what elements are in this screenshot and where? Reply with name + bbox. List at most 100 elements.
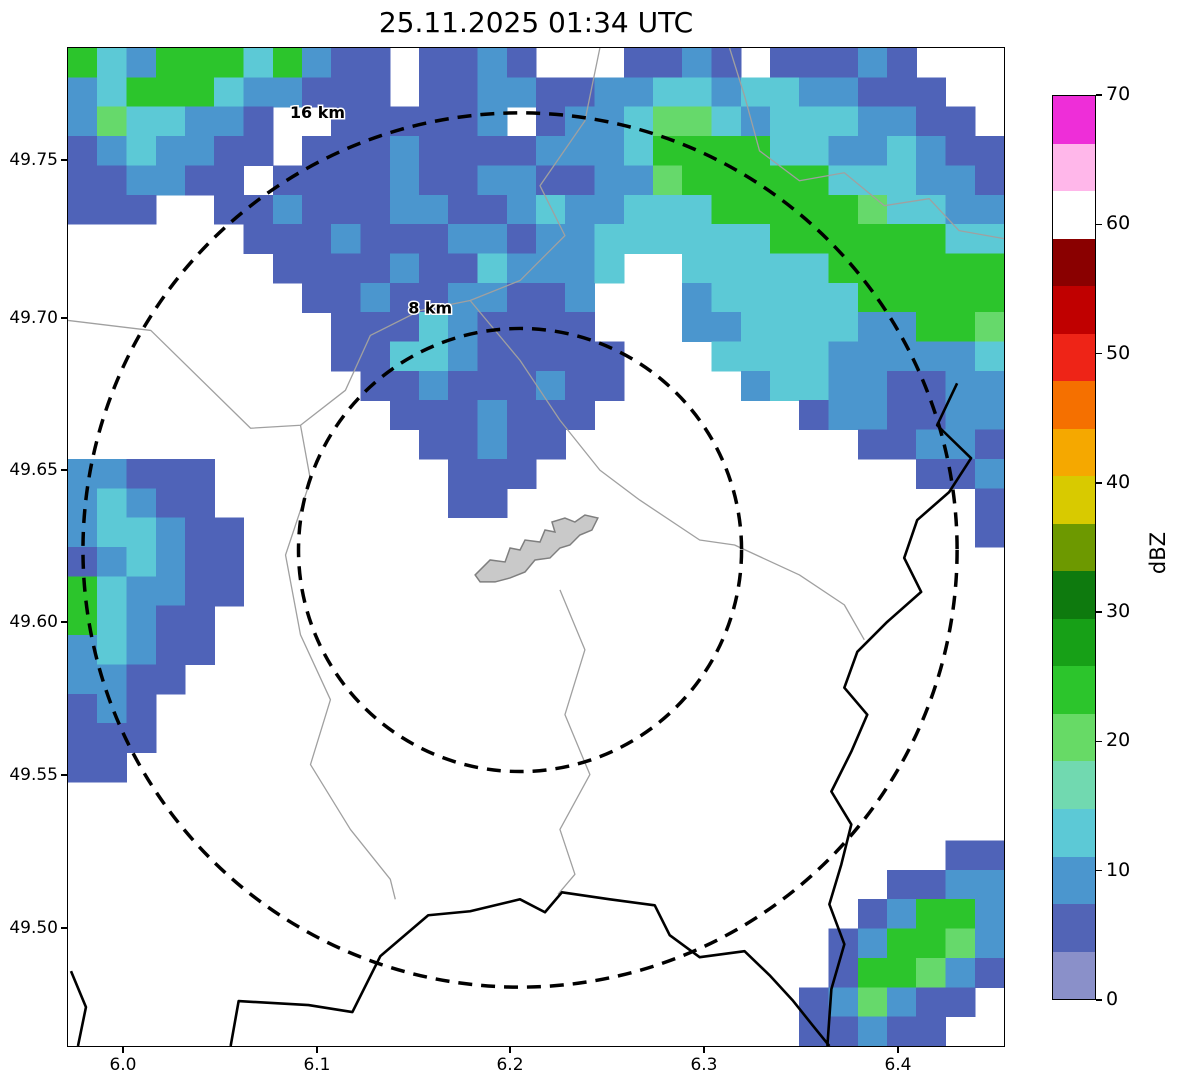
radar-cell (448, 136, 479, 167)
radar-cell (68, 693, 98, 724)
radar-cell (477, 488, 508, 519)
radar-cell (740, 282, 771, 313)
radar-cell (126, 664, 157, 695)
radar-cell (155, 488, 186, 519)
colorbar-tick-mark (1096, 869, 1102, 872)
admin-border-line (284, 425, 396, 900)
radar-cell (97, 517, 128, 548)
city-area-shape (474, 514, 599, 583)
radar-cell (155, 517, 186, 548)
radar-cell (97, 693, 128, 724)
radar-cell (916, 957, 947, 988)
radar-echo-layer (68, 48, 1004, 1046)
radar-cell (945, 165, 976, 196)
radar-cell (740, 224, 771, 255)
radar-cell (916, 165, 947, 196)
radar-cell (477, 106, 508, 137)
radar-cell (331, 312, 362, 343)
radar-cell (214, 77, 245, 108)
radar-cell (360, 253, 391, 284)
radar-cell (419, 312, 449, 343)
radar-cell (974, 165, 1004, 196)
colorbar-band (1053, 428, 1095, 477)
radar-cell (68, 136, 98, 167)
radar-cell (565, 165, 596, 196)
radar-cell (389, 165, 420, 196)
radar-cell (916, 194, 947, 225)
radar-cell (887, 224, 917, 255)
radar-cell (799, 341, 830, 372)
radar-cell (243, 106, 274, 137)
radar-cell (126, 723, 157, 754)
radar-cell (68, 106, 98, 137)
radar-cell (477, 253, 508, 284)
radar-cell (887, 869, 917, 900)
y-tick-mark (60, 927, 67, 929)
radar-cell (682, 165, 713, 196)
y-tick-label: 49.50 (9, 918, 58, 938)
radar-cell (653, 77, 683, 108)
colorbar-band (1053, 856, 1095, 905)
y-tick-mark (60, 317, 67, 319)
radar-cell (419, 253, 449, 284)
radar-cell (448, 488, 479, 519)
radar-cell (302, 48, 332, 78)
radar-cell (419, 400, 449, 431)
radar-cell (857, 899, 888, 930)
radar-cell (974, 899, 1004, 930)
radar-cell (828, 400, 859, 431)
radar-cell (857, 106, 888, 137)
radar-cell (740, 341, 771, 372)
radar-cell (155, 165, 186, 196)
colorbar-band (1053, 286, 1095, 334)
radar-cell (155, 77, 186, 108)
radar-cell (565, 194, 596, 225)
radar-cell (97, 576, 128, 607)
radar-cell (389, 370, 420, 401)
radar-cell (419, 48, 449, 78)
radar-cell (857, 48, 888, 78)
y-tick-label: 49.60 (9, 612, 58, 632)
admin-borders-layer (68, 48, 1004, 900)
radar-cell (68, 752, 98, 783)
radar-cell (828, 312, 859, 343)
y-tick-label: 49.55 (9, 765, 58, 785)
radar-cell (623, 77, 654, 108)
radar-cell (155, 576, 186, 607)
radar-cell (799, 312, 830, 343)
colorbar-band (1053, 666, 1095, 714)
radar-cell (360, 165, 391, 196)
radar-cell (887, 370, 917, 401)
radar-cell (594, 136, 625, 167)
radar-cell (214, 547, 245, 577)
radar-cell (770, 253, 800, 284)
radar-cell (945, 957, 976, 988)
radar-cell (185, 635, 215, 666)
radar-cell (97, 605, 128, 636)
radar-cell (97, 77, 128, 108)
admin-border-line (469, 300, 865, 641)
radar-cell (448, 106, 479, 137)
radar-cell (945, 253, 976, 284)
radar-cell (155, 605, 186, 636)
radar-cell (214, 136, 245, 167)
radar-cell (126, 605, 157, 636)
radar-cell (185, 576, 215, 607)
x-tick-label: 6.1 (303, 1055, 331, 1075)
radar-cell (419, 106, 449, 137)
radar-cell (97, 488, 128, 519)
radar-cell (857, 77, 888, 108)
radar-cell (594, 370, 625, 401)
admin-border-line (68, 48, 601, 429)
radar-cell (536, 253, 566, 284)
radar-cell (799, 987, 830, 1018)
radar-cell (97, 165, 128, 196)
radar-cell (857, 957, 888, 988)
radar-cell (243, 224, 274, 255)
radar-cell (857, 987, 888, 1018)
colorbar-band (1053, 761, 1095, 809)
radar-cell (916, 928, 947, 959)
radar-cell (155, 458, 186, 489)
radar-cell (185, 517, 215, 548)
radar-cell (155, 635, 186, 666)
